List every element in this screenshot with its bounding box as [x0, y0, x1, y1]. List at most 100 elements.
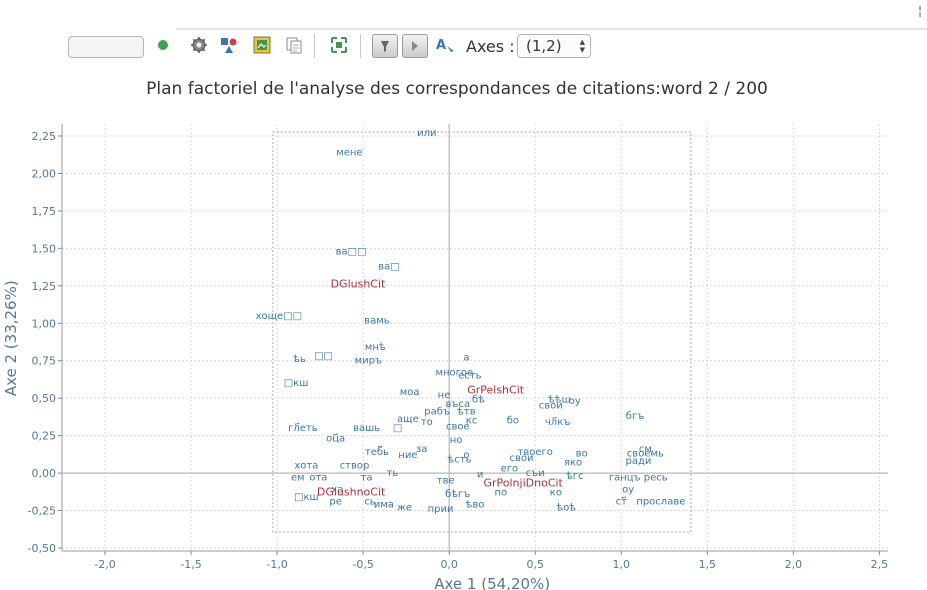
axes-select[interactable]: (1,2) ▲ ▼ [517, 34, 591, 58]
word-point: см [639, 444, 652, 455]
y-tick-label: 1,75 [32, 205, 57, 218]
x-tick-label: 1,5 [699, 558, 717, 571]
y-tick-label: 0,75 [32, 355, 57, 368]
word-point: съи [526, 468, 545, 479]
word-point: о [463, 450, 469, 461]
word-point: прославе [636, 497, 685, 508]
word-point: или [417, 128, 436, 139]
word-point: □кш [284, 378, 309, 389]
word-point: свое [446, 422, 470, 433]
word-point: ко [550, 488, 562, 499]
x-tick-label: -1,0 [266, 558, 287, 571]
word-point: мнѣ [365, 342, 386, 353]
word-point: яко [564, 458, 582, 469]
copy-icon[interactable] [285, 36, 303, 54]
word-point: ота [309, 473, 327, 484]
word-point: ѣтв [457, 407, 476, 418]
word-point: □□ [314, 351, 333, 362]
y-tick-label: 0,50 [32, 392, 57, 405]
plot-area [62, 124, 888, 551]
toolbar-separator [314, 34, 315, 58]
word-point: ѣсть [448, 455, 472, 466]
toolbar-top-border [176, 28, 927, 30]
word-point: бгъ [626, 411, 645, 422]
word-point: ресь [644, 473, 668, 484]
chart-title: Plan factoriel de l'analyse des correspo… [146, 79, 768, 99]
word-point: свои [539, 401, 563, 412]
x-tick-label: -2,0 [94, 558, 115, 571]
axes-label: Axes : [466, 37, 515, 56]
word-point: по [494, 488, 507, 499]
green-dot-icon[interactable] [158, 40, 168, 50]
word-point: сь [364, 497, 375, 508]
word-point: ха [331, 485, 343, 496]
word-point: то [421, 417, 433, 428]
word-point: твоего [518, 447, 553, 458]
factor-plot: Plan factoriel de l'analyse des correspo… [2, 79, 889, 590]
word-point: и [477, 470, 484, 481]
word-point: тве [437, 476, 455, 487]
word-point: есть [458, 371, 481, 382]
word-point: има [374, 500, 394, 511]
word-point: ѣѣш [548, 395, 571, 406]
word-point: вамь [364, 315, 390, 326]
word-point: ст҃ [616, 496, 627, 508]
word-point: свои [509, 453, 533, 464]
word-point: ѣгс [566, 471, 583, 482]
word-point: ва□ [378, 261, 399, 272]
word-point: прии [428, 504, 454, 515]
word-point: ѣь [293, 354, 306, 365]
word-point: бѣ [472, 395, 485, 406]
points-extent-box [272, 131, 692, 533]
settings-icon[interactable] [190, 36, 208, 54]
x-tick-label: 2,0 [785, 558, 803, 571]
spinner-arrows-icon[interactable]: ▲ ▼ [579, 38, 585, 54]
word-point: бѣгъ [445, 489, 470, 500]
x-tick-label: 0,5 [526, 558, 544, 571]
y-tick-label: 0,00 [32, 467, 57, 480]
word-point: многое [435, 368, 473, 379]
word-point: ва□□ [336, 246, 367, 257]
axes-select-value: (1,2) [526, 37, 562, 55]
word-point: оу [569, 396, 581, 407]
modality-point: DGlushnoCit [317, 486, 386, 499]
word-point: □ [393, 423, 402, 434]
word-point: та [361, 473, 373, 484]
word-point: ѣоѣ [556, 503, 576, 514]
y-tick-label: 1,50 [32, 242, 57, 255]
x-axis-label: Axe 1 (54,20%) [434, 575, 550, 590]
word-point: рабъ [424, 407, 450, 418]
word-point: створ [340, 461, 370, 472]
word-point: гл҃еть [288, 422, 318, 434]
y-tick-label: 2,00 [32, 167, 57, 180]
word-point: бо [507, 416, 519, 427]
word-point: за [416, 444, 427, 455]
svg-text:A: A [436, 38, 446, 53]
x-tick-label: 2,5 [871, 558, 889, 571]
y-tick-label: 0,25 [32, 430, 57, 443]
word-point: хота [294, 461, 318, 472]
word-point: миръ [355, 356, 382, 367]
chart-image-icon[interactable] [253, 36, 271, 54]
fit-zoom-icon[interactable] [330, 36, 348, 54]
view-dropdown[interactable] [68, 36, 144, 58]
text-color-icon[interactable]: A [435, 36, 454, 54]
y-tick-label: 1,00 [32, 317, 57, 330]
toolbar: A Axes : (1,2) ▲ ▼ [0, 28, 927, 64]
word-point: своемь [627, 449, 664, 460]
word-point: кс [466, 416, 478, 427]
filter-button[interactable] [372, 34, 398, 58]
y-axis-label: Axe 2 (33,26%) [2, 280, 20, 396]
word-point: ре [329, 497, 342, 508]
shapes-icon[interactable] [220, 36, 238, 54]
word-point: его [501, 464, 519, 475]
modality-point: DGlushCit [331, 277, 386, 290]
x-tick-label: 1,0 [613, 558, 631, 571]
word-point: аще [397, 414, 419, 425]
modality-point: GrPelshCit [467, 384, 525, 397]
word-point: ем [291, 473, 305, 484]
y-tick-label: -0,25 [28, 505, 56, 518]
next-button[interactable] [402, 34, 428, 58]
word-point: же [397, 503, 412, 514]
word-point: моа [400, 387, 420, 398]
